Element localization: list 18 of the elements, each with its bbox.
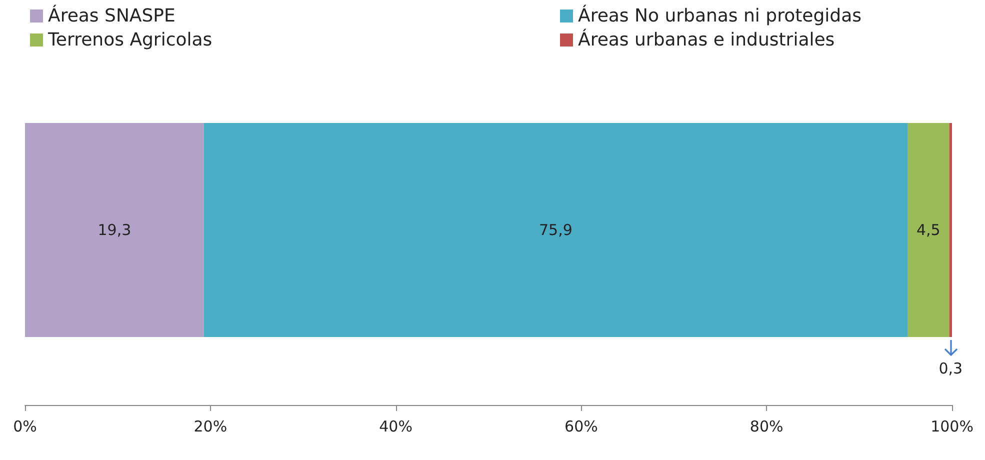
- x-tick-label: 60%: [564, 418, 598, 436]
- legend-label: Áreas SNASPE: [48, 4, 176, 26]
- legend-label: Áreas No urbanas ni protegidas: [578, 4, 862, 26]
- data-label: 4,5: [916, 221, 940, 239]
- legend-label: Áreas urbanas e industriales: [578, 28, 835, 50]
- data-label: 75,9: [539, 221, 572, 239]
- bar: [25, 123, 204, 337]
- x-tick-label: 80%: [750, 418, 784, 436]
- data-label: 19,3: [98, 221, 132, 239]
- data-label: 0,3: [938, 360, 963, 378]
- bar: [204, 123, 908, 337]
- bar: [949, 123, 952, 337]
- x-tick-label: 100%: [930, 418, 974, 436]
- legend-label: Terrenos Agricolas: [47, 30, 212, 50]
- x-tick-label: 40%: [379, 418, 412, 436]
- x-tick-label: 0%: [13, 418, 37, 436]
- x-tick-label: 20%: [194, 418, 228, 436]
- bar: [908, 123, 950, 337]
